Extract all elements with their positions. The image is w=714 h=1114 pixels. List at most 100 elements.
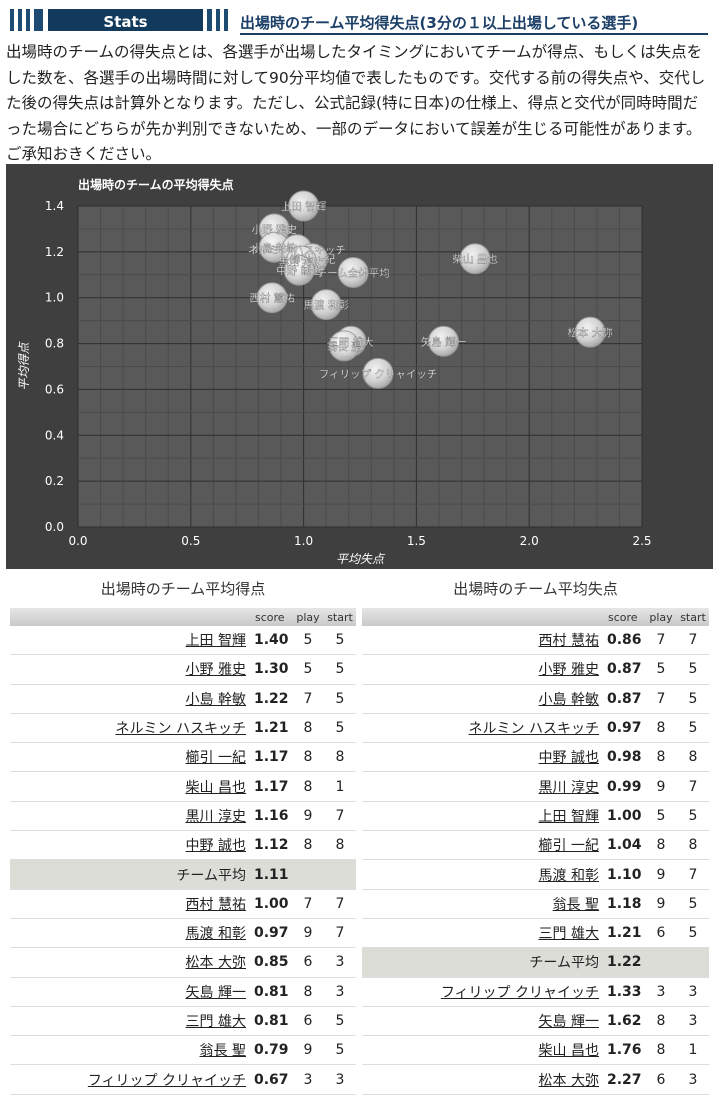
title-underline [240,33,708,35]
player-link[interactable]: 馬渡 和彰 [538,867,599,884]
play-cell: 9 [645,859,677,890]
player-link[interactable]: 西村 慧祐 [538,633,599,650]
table-row: 三門 雄大 1.21 6 5 [362,918,709,949]
player-link[interactable]: 西村 慧祐 [185,896,246,913]
score-cell: 0.87 [605,654,645,685]
player-link[interactable]: ネルミン ハスキッチ [468,721,599,738]
header-play: play [645,608,677,626]
table-row: 小野 雅史 0.87 5 5 [362,654,709,685]
player-link[interactable]: 小島 幹敏 [185,691,246,708]
table-row: 柴山 昌也 1.76 8 1 [362,1035,709,1066]
player-link[interactable]: 上田 智輝 [538,808,599,825]
player-link[interactable]: 中野 誠也 [538,750,599,767]
chart-svg: 出場時のチームの平均得失点 0.0 0.5 1.0 1.5 2.0 2.5 0.0 0.2 0.4… [17,177,652,566]
play-cell: 7 [292,684,324,714]
data-label: 翁長 聖 [327,340,362,353]
start-cell: 3 [324,977,356,1007]
y-axis-label: 平均得点 [17,341,31,391]
player-name-cell: 中野 誠也 [10,830,252,861]
player-link[interactable]: 小野 雅史 [538,662,599,679]
player-link[interactable]: 黒川 淳史 [185,808,246,825]
start-cell: 3 [677,1064,709,1095]
player-name-cell: 中野 誠也 [362,742,605,773]
table-row: 中野 誠也 1.12 8 8 [10,830,356,861]
play-cell: 5 [292,626,324,656]
start-cell: 5 [677,713,709,744]
play-cell: 8 [645,713,677,744]
data-label: 西村 慧祐 [249,292,295,305]
score-cell: 1.40 [252,626,292,656]
table-row: 中野 誠也 0.98 8 8 [362,742,709,773]
start-cell: 5 [677,654,709,685]
player-link[interactable]: 三門 雄大 [185,1014,246,1030]
play-cell: 5 [645,801,677,832]
player-link[interactable]: 翁長 聖 [552,896,599,913]
player-link[interactable]: 馬渡 和彰 [185,926,246,943]
player-link[interactable]: 黒川 淳史 [538,779,599,796]
start-cell: 5 [324,1006,356,1037]
score-cell: 2.27 [605,1064,645,1095]
scored-table-block: 出場時のチーム平均得点 score play start 上田 智輝 1.40 5 5… [10,570,356,1095]
play-cell [292,859,324,890]
player-link[interactable]: 柴山 昌也 [185,779,246,796]
player-link[interactable]: 三門 雄大 [538,926,599,943]
player-link[interactable]: 小島 幹敏 [538,691,599,708]
table-row: 小島 幹敏 0.87 7 5 [362,684,709,714]
table-row: 黒川 淳史 1.16 9 7 [10,801,356,832]
start-cell: 5 [324,654,356,685]
data-point [362,357,394,389]
table-row: 西村 慧祐 1.00 7 7 [10,889,356,919]
table-row: 柴山 昌也 1.17 8 1 [10,771,356,802]
player-link[interactable]: 松本 大弥 [185,955,246,972]
player-link[interactable]: 松本 大弥 [538,1072,599,1089]
player-link[interactable]: 櫛引 一紀 [538,838,599,855]
player-link[interactable]: 矢島 輝一 [538,1014,599,1030]
player-link[interactable]: フィリップ クリャイッチ [440,984,599,1001]
tab-stripe [207,9,212,31]
player-link[interactable]: ネルミン ハスキッチ [115,721,246,738]
data-label: 上田 智輝 [281,200,327,213]
play-cell: 9 [292,1035,324,1066]
data-point [283,254,315,286]
data-point [310,289,342,321]
player-link[interactable]: 柴山 昌也 [538,1043,599,1060]
player-link[interactable]: フィリップ クリャイッチ [87,1072,246,1089]
data-label: フィリップ クリャイッチ [319,368,438,380]
score-cell: 1.30 [252,654,292,685]
start-cell: 8 [324,742,356,773]
player-link[interactable]: 矢島 輝一 [185,984,246,1001]
player-name-cell: フィリップ クリャイッチ [362,977,605,1007]
play-cell: 3 [292,1064,324,1095]
player-link[interactable]: 上田 智輝 [185,633,246,650]
start-cell: 7 [324,801,356,832]
stats-tab-label: Stats [48,9,203,31]
player-link[interactable]: 櫛引 一紀 [185,750,246,767]
player-name-cell: 小野 雅史 [362,654,605,685]
player-link[interactable]: 小野 雅史 [185,662,246,679]
table-row: 小野 雅史 1.30 5 5 [10,654,356,685]
score-cell: 1.00 [252,889,292,919]
x-axis-label: 平均失点 [336,552,386,566]
x-tick-label: 2.0 [520,534,539,548]
start-cell: 5 [677,801,709,832]
table-row: 櫛引 一紀 1.17 8 8 [10,742,356,773]
y-tick-label: 1.4 [45,199,64,213]
score-cell: 1.62 [605,1006,645,1037]
start-cell: 7 [324,889,356,919]
player-name-cell: 小野 雅史 [10,654,252,685]
data-label: 小島 幹敏 [252,241,298,254]
data-label: チーム全体平均 [317,266,390,279]
player-name-cell: 西村 慧祐 [10,889,252,919]
play-cell: 6 [645,918,677,949]
player-link[interactable]: 中野 誠也 [185,838,246,855]
data-label: 櫛引 一紀 [290,253,336,266]
start-cell: 5 [677,684,709,714]
data-point [427,325,459,357]
player-name-cell: 櫛引 一紀 [10,742,252,773]
score-cell: 0.81 [252,977,292,1007]
play-cell [645,947,677,978]
conceded-table-title: 出場時のチーム平均失点 [453,580,618,598]
player-name-cell: 黒川 淳史 [10,801,252,832]
start-cell: 8 [677,830,709,861]
player-link[interactable]: 翁長 聖 [199,1043,246,1060]
